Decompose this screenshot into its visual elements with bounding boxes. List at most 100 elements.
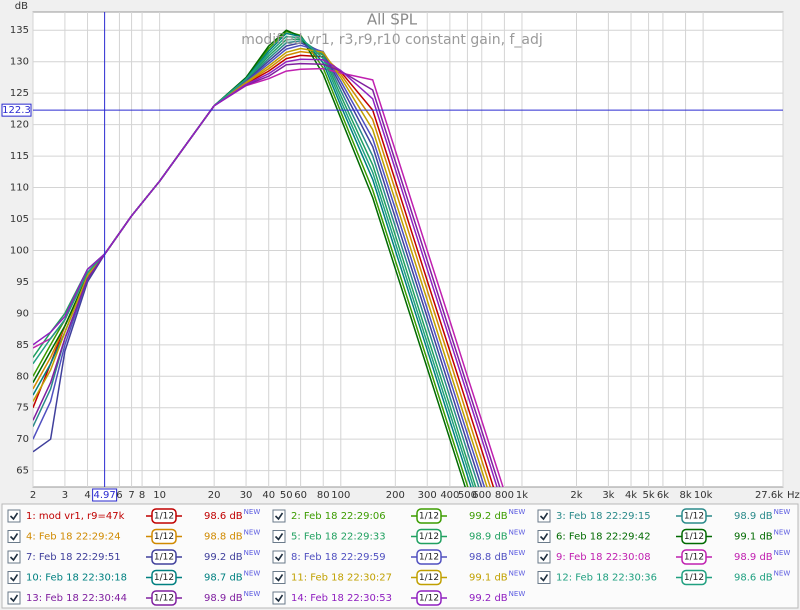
spl-curve (33, 58, 498, 487)
legend-checkbox[interactable] (537, 530, 551, 543)
smoothing-button[interactable] (416, 590, 442, 606)
legend-checkmark (539, 512, 549, 521)
legend-panel (1, 503, 799, 609)
legend-level: 99.2 dB (469, 593, 508, 604)
legend-checkmark (9, 533, 19, 541)
legend-badge: NEW (509, 570, 526, 578)
legend-checkmark (539, 574, 549, 582)
legend-level: 98.6 dB (204, 511, 243, 522)
cursor-x-box (92, 488, 118, 502)
smoothing-label: 1/12 (154, 512, 174, 522)
spl-curve (33, 62, 501, 487)
cursor-x-label: 4.97 (93, 490, 115, 501)
smoothing-label: 1/12 (684, 532, 704, 542)
legend-level: 98.7 dB (204, 573, 243, 584)
y-tick-label: 130 (10, 57, 29, 68)
legend-badge: NEW (244, 508, 261, 516)
spl-curve (33, 35, 475, 487)
legend-name: 13: Feb 18 22:30:44 (26, 593, 127, 604)
x-tick-label: 50 (280, 490, 293, 501)
legend-name: 1: mod vr1, r9=47k (26, 511, 125, 522)
smoothing-button[interactable] (681, 528, 707, 545)
x-tick-label: 600 (472, 490, 491, 501)
legend-checkmark (274, 574, 284, 582)
smoothing-label: 1/12 (684, 553, 704, 563)
smoothing-button[interactable] (681, 569, 707, 586)
y-tick-label: 105 (10, 214, 29, 225)
x-tick-label: 2k (570, 490, 582, 501)
legend-badge: NEW (774, 570, 791, 578)
chart-title: All SPL (367, 11, 418, 29)
smoothing-button[interactable] (681, 508, 707, 524)
legend-checkbox[interactable] (272, 571, 286, 584)
x-tick-label: 8 (139, 490, 145, 501)
legend-checkbox[interactable] (537, 509, 551, 523)
smoothing-button[interactable] (151, 508, 177, 524)
legend-checkbox[interactable] (7, 530, 21, 543)
legend-level: 98.9 dB (469, 532, 508, 543)
legend-checkbox[interactable] (272, 530, 286, 543)
x-tick-label: 2 (30, 490, 36, 501)
spl-curve (33, 42, 483, 487)
x-tick-label: 27.6k (755, 490, 783, 501)
smoothing-label: 1/12 (154, 573, 174, 583)
legend-checkbox[interactable] (272, 550, 286, 564)
legend-name: 14: Feb 18 22:30:53 (291, 593, 392, 604)
smoothing-label: 1/12 (154, 553, 174, 563)
y-tick-label: 80 (16, 371, 29, 382)
legend-name: 8: Feb 18 22:29:59 (291, 552, 386, 563)
legend-checkbox[interactable] (272, 509, 286, 523)
legend-name: 6: Feb 18 22:29:42 (556, 532, 651, 543)
legend-badge: NEW (244, 549, 261, 557)
legend-name: 4: Feb 18 22:29:24 (26, 532, 121, 543)
smoothing-button[interactable] (151, 569, 177, 586)
x-tick-label: 1k (516, 490, 528, 501)
y-tick-label: 90 (16, 308, 29, 319)
smoothing-button[interactable] (416, 508, 442, 524)
legend-name: 12: Feb 18 22:30:36 (556, 573, 657, 584)
legend-badge: NEW (244, 590, 261, 598)
legend-checkbox[interactable] (272, 591, 286, 605)
smoothing-label: 1/12 (419, 573, 439, 583)
legend-level: 98.8 dB (469, 552, 508, 563)
legend-name: 7: Feb 18 22:29:51 (26, 552, 121, 563)
legend-badge: NEW (509, 529, 526, 537)
legend-checkbox[interactable] (7, 591, 21, 605)
smoothing-button[interactable] (416, 549, 442, 565)
x-tick-label: 500 (458, 490, 477, 501)
legend-checkmark (9, 594, 19, 603)
legend-level: 98.9 dB (734, 511, 773, 522)
smoothing-button[interactable] (151, 549, 177, 565)
x-tick-label: 80 (317, 490, 330, 501)
legend-checkbox[interactable] (537, 571, 551, 584)
x-axis-label: Hz (787, 490, 800, 501)
smoothing-button[interactable] (416, 528, 442, 545)
y-axis-label: dB (15, 1, 28, 12)
legend-checkbox[interactable] (7, 571, 21, 584)
y-tick-label: 65 (16, 466, 29, 477)
y-tick-label: 125 (10, 88, 29, 99)
legend-checkmark (274, 594, 284, 603)
x-tick-label: 20 (208, 490, 221, 501)
legend-name: 3: Feb 18 22:29:15 (556, 511, 651, 522)
legend-checkbox[interactable] (537, 550, 551, 564)
x-tick-label: 4 (84, 490, 90, 501)
smoothing-button[interactable] (151, 590, 177, 606)
x-tick-label: 400 (440, 490, 459, 501)
legend-checkbox[interactable] (7, 509, 21, 523)
y-tick-label: 70 (16, 434, 29, 445)
smoothing-label: 1/12 (684, 512, 704, 522)
legend-level: 99.1 dB (734, 532, 773, 543)
smoothing-button[interactable] (151, 528, 177, 545)
legend-badge: NEW (509, 590, 526, 598)
legend-badge: NEW (509, 508, 526, 516)
spl-curve (33, 47, 488, 487)
y-tick-label: 110 (10, 183, 29, 194)
smoothing-button[interactable] (681, 549, 707, 565)
legend-checkbox[interactable] (7, 550, 21, 564)
x-tick-label: 30 (240, 490, 253, 501)
labels: All SPL modified vr1, r3,r9,r10 constant… (10, 1, 800, 501)
legend-checkmark (9, 574, 19, 582)
smoothing-button[interactable] (416, 569, 442, 586)
smoothing-label: 1/12 (419, 594, 439, 604)
